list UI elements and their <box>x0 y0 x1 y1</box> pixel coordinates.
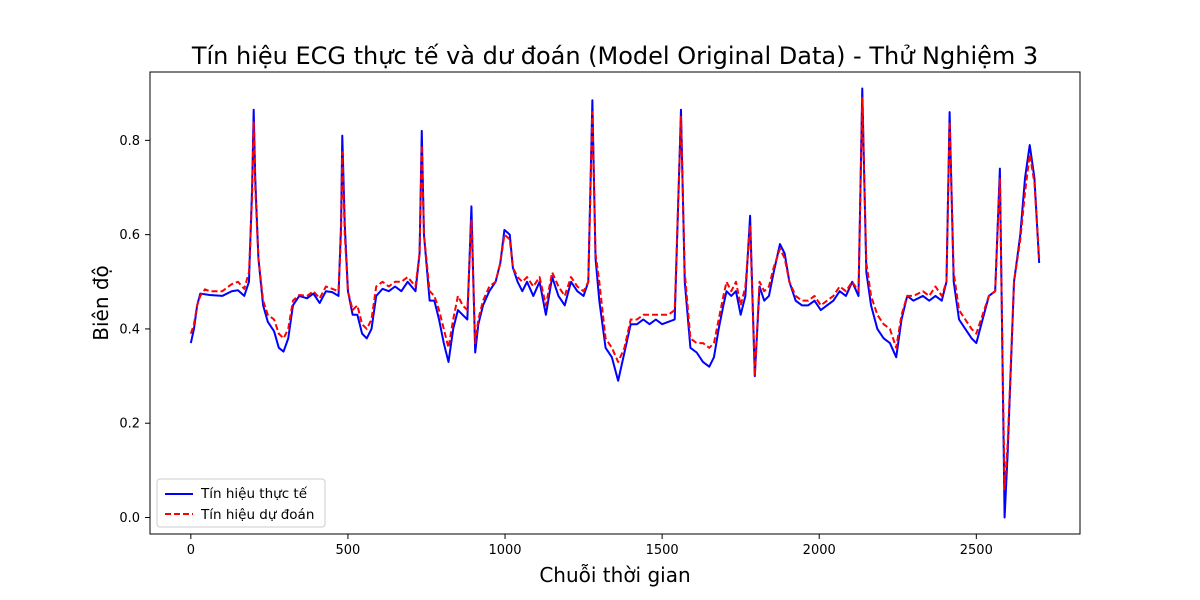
x-axis-title: Chuỗi thời gian <box>539 563 690 587</box>
plot-area <box>149 71 1081 535</box>
x-tick-label: 2500 <box>960 543 993 558</box>
legend-label-predicted: Tín hiệu dự đoán <box>200 507 314 523</box>
x-tick-label: 1500 <box>646 543 679 558</box>
x-tick-label: 1000 <box>488 543 521 558</box>
x-tick-label: 0 <box>187 543 195 558</box>
x-axis: 0 500 1000 1500 2000 2500 <box>187 534 993 558</box>
chart-title: Tín hiệu ECG thực tế và dư đoán (Model O… <box>191 42 1038 70</box>
x-tick-label: 2000 <box>803 543 836 558</box>
y-tick-label: 0.8 <box>119 134 140 149</box>
y-axis: 0.0 0.2 0.4 0.6 0.8 <box>119 134 150 526</box>
legend-label-actual: Tín hiệu thực tế <box>200 485 308 502</box>
y-tick-label: 0.0 <box>119 511 140 526</box>
y-axis-title: Biên độ <box>89 265 113 341</box>
series-layer <box>189 87 1041 519</box>
series-line-actual <box>189 87 1041 519</box>
y-tick-label: 0.6 <box>119 228 140 243</box>
y-tick-label: 0.4 <box>119 322 140 337</box>
legend-box <box>156 478 326 528</box>
series-line-predicted <box>189 96 1041 491</box>
legend: Tín hiệu thực tế Tín hiệu dự đoán <box>156 478 326 528</box>
y-tick-label: 0.2 <box>119 417 140 432</box>
x-tick-label: 500 <box>336 543 361 558</box>
